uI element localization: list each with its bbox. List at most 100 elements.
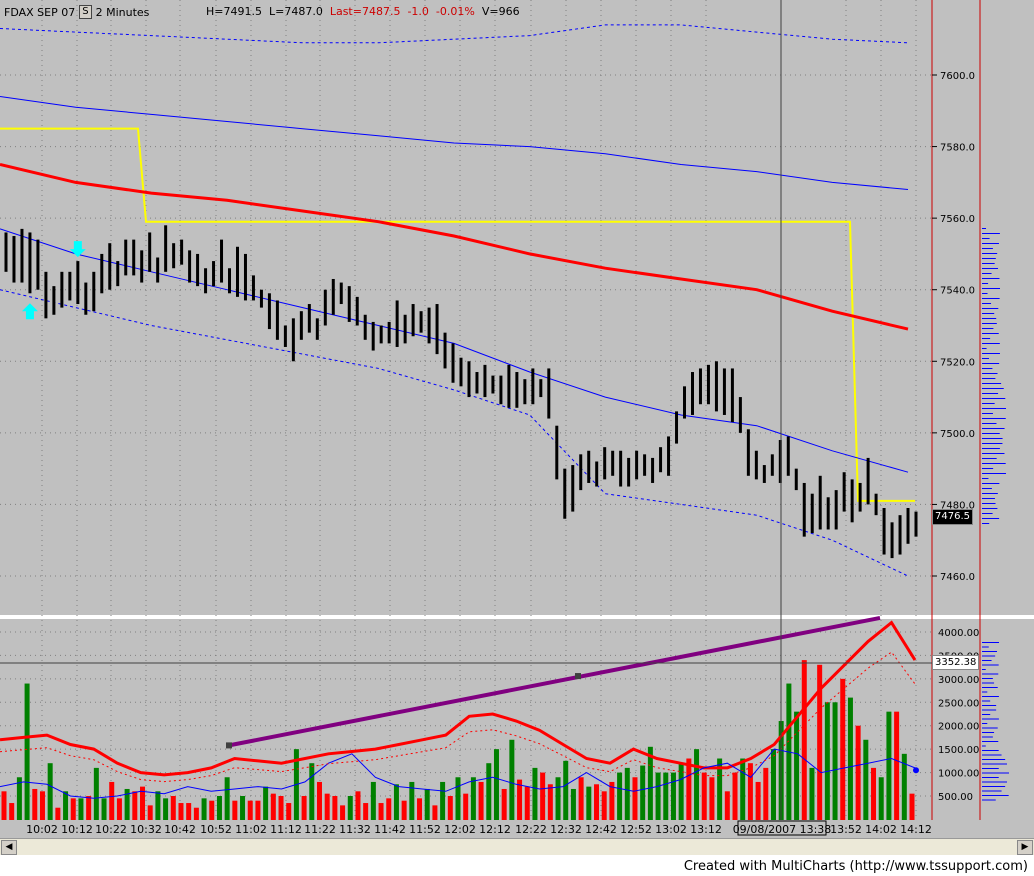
time-tick-label: 13:12 (690, 823, 722, 836)
volume-bar (747, 763, 753, 820)
volume-bar (770, 749, 776, 820)
time-tick-label: 11:02 (235, 823, 267, 836)
volume-bar (201, 798, 207, 820)
profile-bar-price (982, 503, 996, 504)
volume-bar (24, 683, 30, 820)
volume-bar (324, 793, 330, 820)
profile-bar-price (982, 288, 1000, 289)
profile-bar-price (982, 313, 995, 314)
price-tick-label: 7460.0 (940, 572, 975, 583)
profile-bar-price (982, 363, 1000, 364)
volume-bar (832, 702, 838, 820)
volume-bar (286, 803, 292, 820)
volume-bar (755, 781, 761, 820)
volume-bar (232, 800, 238, 820)
profile-bar-volume (982, 709, 997, 711)
profile-bar-price (982, 508, 998, 509)
volume-bar (70, 798, 76, 820)
price-tick-label: 7560.0 (940, 214, 975, 225)
volume-bar (463, 793, 469, 820)
last-value: Last=7487.5 (329, 5, 401, 18)
volume-bar (16, 777, 22, 820)
volume-bar (547, 784, 553, 820)
volume-bar (9, 803, 15, 820)
profile-bar-volume (982, 799, 996, 801)
profile-bar-price (982, 338, 991, 339)
profile-bar-volume (982, 768, 999, 769)
upper-dotted-band (0, 24, 909, 44)
horizontal-scrollbar[interactable]: ◀ ▶ (0, 838, 1034, 855)
trendline-handle (575, 673, 581, 680)
profile-bar-volume (982, 714, 991, 715)
volume-bar (478, 781, 484, 820)
profile-bar-price (982, 468, 994, 469)
profile-bar-volume (982, 741, 999, 742)
time-tick-label: 14:02 (865, 823, 897, 836)
volume-bar (116, 798, 122, 820)
volume-bar (586, 786, 592, 820)
footer: Created with MultiCharts (http://www.tss… (0, 856, 1034, 876)
volume-bar (170, 796, 176, 820)
time-tick-label: 11:42 (374, 823, 406, 836)
profile-bar-price (982, 403, 995, 404)
volume-fast-line (0, 748, 916, 799)
volume-bar (432, 805, 438, 820)
volume-average-line (0, 620, 917, 777)
profile-bar-volume (982, 723, 988, 724)
price-tick-label: 7480.0 (940, 500, 975, 511)
volume-bar (278, 796, 284, 820)
volume-bar (617, 772, 623, 820)
profile-bar-price (982, 393, 999, 394)
volume-bar (540, 772, 546, 820)
volume-bar (594, 784, 600, 820)
volume-value: V=966 (481, 5, 520, 18)
volume-bar (47, 763, 53, 820)
profile-bar-volume (982, 669, 986, 670)
profile-bar-volume (982, 745, 986, 747)
profile-bar-price (982, 473, 1006, 474)
time-tick-label: 11:32 (339, 823, 371, 836)
scroll-right-arrow-icon[interactable]: ▶ (1017, 840, 1033, 855)
volume-bar (124, 788, 130, 820)
interval-label: 2 Minutes (95, 5, 150, 19)
price-tick-label: 7520.0 (940, 357, 975, 368)
profile-bar-volume (982, 660, 992, 661)
volume-bar (524, 786, 530, 820)
profile-bar-price (982, 453, 1005, 454)
last-price-badge: 7476.5 (932, 509, 973, 525)
profile-bar-volume (982, 678, 993, 679)
volume-bar (378, 803, 384, 820)
volume-bar (78, 798, 84, 820)
time-tick-label: 10:32 (130, 823, 162, 836)
time-tick-label: 11:22 (304, 823, 336, 836)
time-tick-label: 12:22 (515, 823, 547, 836)
volume-bar (193, 807, 199, 820)
volume-bar (732, 772, 738, 820)
volume-bar (401, 800, 407, 820)
volume-bar (563, 760, 569, 820)
interval-select-button[interactable]: S (79, 5, 92, 19)
profile-bar-price (982, 428, 1005, 429)
volume-bar (393, 784, 399, 820)
profile-bar-price (982, 443, 1003, 444)
profile-bar-price (982, 318, 997, 319)
time-tick-label: 13:02 (655, 823, 687, 836)
scroll-left-arrow-icon[interactable]: ◀ (1, 840, 17, 855)
volume-bar (894, 711, 900, 820)
volume-bar (63, 791, 69, 820)
volume-bar (109, 781, 115, 820)
volume-bar (493, 749, 499, 820)
volume-bar (678, 763, 684, 820)
profile-bar-price (982, 413, 993, 414)
profile-bar-price (982, 483, 1000, 484)
volume-bar (740, 758, 746, 820)
profile-bar-price (982, 328, 994, 329)
volume-bar (809, 767, 815, 820)
volume-bar (132, 791, 138, 820)
profile-bar-price (982, 323, 997, 324)
volume-bar (909, 793, 915, 820)
profile-bar-price (982, 248, 993, 249)
volume-bar (355, 791, 361, 820)
volume-bar (409, 781, 415, 820)
volume-bar (647, 746, 653, 820)
